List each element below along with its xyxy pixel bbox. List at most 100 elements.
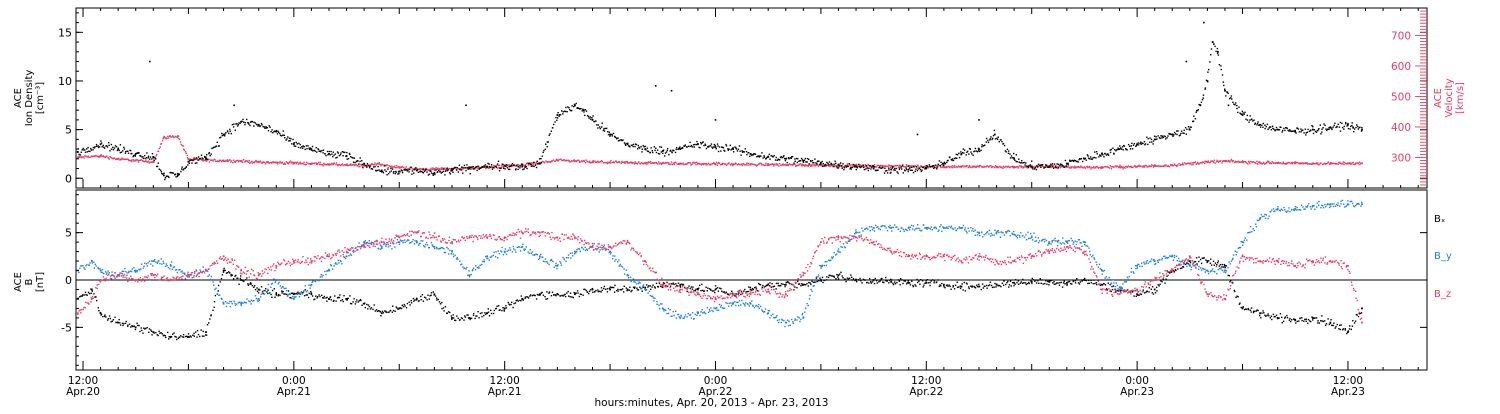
ion-density-series-dot	[220, 137, 221, 138]
ion-density-series-dot	[312, 146, 313, 147]
velocity-series-dot	[255, 160, 256, 161]
ion-density-series-dot	[654, 150, 655, 151]
bx-series-dot	[796, 287, 797, 288]
velocity-series-dot	[890, 167, 891, 168]
ion-density-series-dot	[921, 170, 922, 171]
bx-series-dot	[1217, 262, 1218, 263]
bx-series-dot	[1271, 316, 1272, 317]
ion-density-series-dot	[486, 166, 487, 167]
ion-density-series-dot	[1193, 116, 1194, 117]
ion-density-series-dot	[868, 168, 869, 169]
ion-density-series-dot	[845, 165, 846, 166]
ion-density-series-dot	[1322, 127, 1323, 128]
bx-series-dot	[512, 307, 513, 308]
ion-density-series-point	[205, 158, 207, 160]
by-series-point	[469, 274, 471, 276]
bx-series-dot	[339, 297, 340, 298]
bx-series-point	[1361, 308, 1363, 310]
bx-series-dot	[1248, 309, 1249, 310]
ion-density-series-dot	[279, 133, 280, 134]
velocity-series-dot	[277, 163, 278, 164]
ion-density-series-dot	[298, 143, 299, 144]
bx-series-dot	[1220, 264, 1221, 265]
velocity-series-dot	[160, 146, 161, 147]
bx-series-dot	[141, 327, 142, 328]
bx-series-dot	[453, 314, 454, 315]
ion-density-series-dot	[865, 168, 866, 169]
bx-series-dot	[314, 299, 315, 300]
by-series-dot	[420, 240, 421, 241]
by-series-dot	[310, 288, 311, 289]
ion-density-series-dot	[150, 156, 151, 157]
bx-series-dot	[850, 274, 851, 275]
velocity-series-dot	[138, 161, 139, 162]
bx-series-dot	[510, 304, 511, 305]
ion-density-series-dot	[426, 169, 427, 170]
ion-density-series-dot	[1149, 142, 1150, 143]
velocity-series-dot	[1336, 163, 1337, 164]
bx-series-dot	[1027, 283, 1028, 284]
by-series-dot	[321, 276, 322, 277]
ion-density-series-dot	[984, 145, 985, 146]
ion-density-series-dot	[369, 166, 370, 167]
velocity-series-dot	[977, 166, 978, 167]
velocity-series-dot	[304, 164, 305, 165]
velocity-series-dot	[994, 167, 995, 168]
ion-density-series-dot	[814, 158, 815, 159]
bx-series-dot	[546, 291, 547, 292]
bx-series-dot	[307, 294, 308, 295]
by-series-dot	[281, 287, 282, 288]
ion-density-series-dot	[111, 149, 112, 150]
by-series-dot	[101, 272, 102, 273]
bx-series-dot	[223, 272, 224, 273]
bx-series-dot	[639, 287, 640, 288]
ion-density-series-dot	[198, 156, 199, 157]
bx-series-dot	[573, 297, 574, 298]
bx-series-dot	[478, 317, 479, 318]
velocity-series-dot	[660, 162, 661, 163]
velocity-series-dot	[876, 166, 877, 167]
bx-series-dot	[331, 299, 332, 300]
velocity-series-dot	[159, 148, 160, 149]
bx-series-dot	[754, 287, 755, 288]
bx-series-dot	[222, 274, 223, 275]
ion-density-series-dot	[739, 151, 740, 152]
ion-density-series-dot	[887, 172, 888, 173]
by-series-dot	[286, 290, 287, 291]
ion-density-series-dot	[913, 166, 914, 167]
ion-density-series-dot	[805, 158, 806, 159]
bx-series-dot	[1226, 265, 1227, 266]
bx-series-dot	[375, 310, 376, 311]
velocity-series-dot	[969, 165, 970, 166]
bx-series-dot	[409, 304, 410, 305]
bx-series-dot	[1306, 321, 1307, 322]
velocity-series-dot	[1004, 166, 1005, 167]
velocity-series-dot	[133, 160, 134, 161]
velocity-series-dot	[342, 165, 343, 166]
bx-series-dot	[215, 295, 216, 296]
velocity-series-dot	[402, 166, 403, 167]
by-series-dot	[302, 293, 303, 294]
ion-density-series-dot	[966, 154, 967, 155]
ion-density-series-dot	[1267, 129, 1268, 130]
velocity-series-dot	[593, 162, 594, 163]
bx-series-dot	[715, 285, 716, 286]
by-series-dot	[443, 248, 444, 249]
bx-series-dot	[609, 288, 610, 289]
velocity-series-dot	[542, 161, 543, 162]
by-series-dot	[132, 268, 133, 269]
bx-series-dot	[1286, 315, 1287, 316]
ion-density-series-dot	[1358, 128, 1359, 129]
velocity-series-dot	[1068, 165, 1069, 166]
bx-series-dot	[310, 291, 311, 292]
velocity-series-dot	[430, 169, 431, 170]
bx-series-dot	[932, 279, 933, 280]
bx-series-dot	[413, 301, 414, 302]
bx-series-dot	[447, 313, 448, 314]
velocity-series-dot	[894, 165, 895, 166]
ion-density-series-dot	[423, 172, 424, 173]
bx-series-dot	[309, 293, 310, 294]
ion-density-series-dot	[741, 150, 742, 151]
ion-density-series-dot	[967, 151, 968, 152]
ion-density-series-dot	[85, 152, 86, 153]
